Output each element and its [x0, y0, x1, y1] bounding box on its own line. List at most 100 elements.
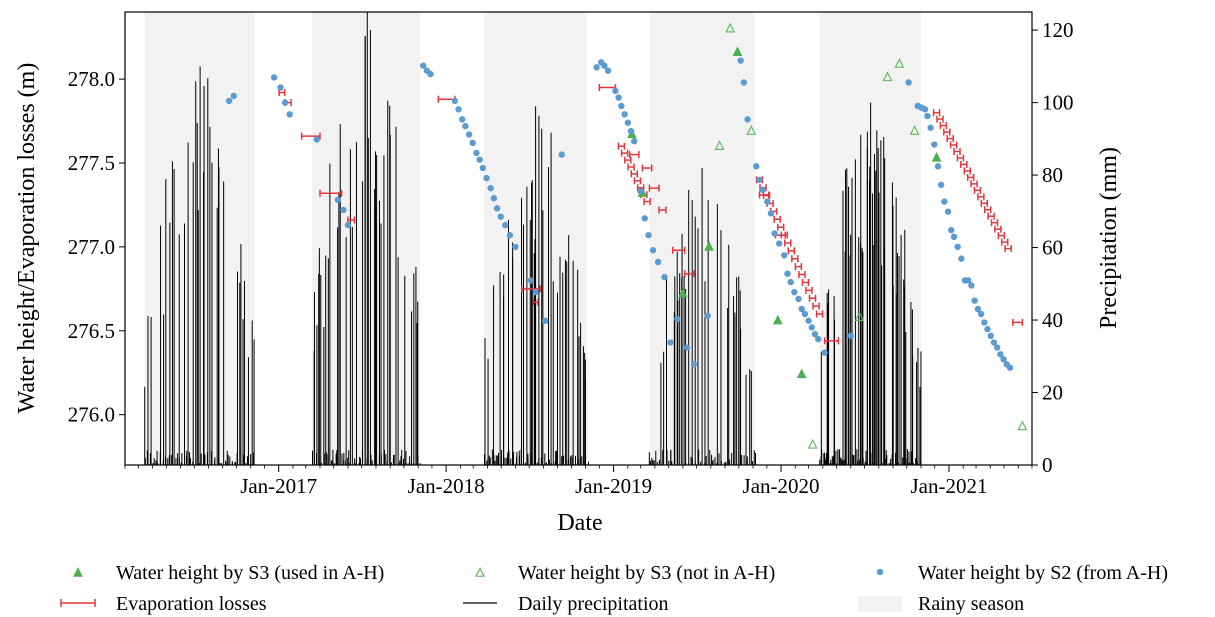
s2-point [427, 70, 434, 78]
s2-point [737, 57, 744, 64]
s2-point [791, 288, 798, 296]
s2-point [558, 151, 565, 158]
s2-point [527, 277, 535, 284]
s2-point [981, 319, 988, 326]
y-right-tick-label: 120 [1042, 18, 1074, 42]
s2-point [469, 139, 476, 147]
s3-used-point [796, 368, 807, 379]
s2-point [1000, 356, 1007, 363]
s2-point [764, 198, 771, 205]
s2-point [941, 198, 948, 205]
s2-point [624, 119, 632, 126]
legend-s3-not-used-marker [475, 566, 485, 577]
y-right-tick-label: 0 [1042, 453, 1053, 477]
s2-point [420, 62, 427, 69]
s2-water-height-points [225, 57, 1014, 371]
s2-point [281, 99, 289, 106]
s2-point [654, 258, 662, 266]
s2-point [927, 124, 934, 131]
s2-point [473, 149, 480, 157]
y-left-tick-label: 277.5 [68, 151, 115, 175]
s2-point [805, 317, 812, 324]
s2-point [924, 112, 931, 120]
legend-label: Water height by S3 (not in A-H) [518, 562, 775, 584]
s2-point [987, 332, 994, 340]
evaporation-loss-bars [278, 84, 1024, 345]
s2-point [487, 184, 494, 192]
s2-point [476, 156, 483, 163]
s2-point [479, 164, 487, 172]
s3-not-used-point [725, 22, 736, 33]
s2-point [744, 116, 751, 123]
s2-point [968, 282, 975, 289]
s2-point [455, 106, 462, 113]
s2-point [821, 349, 828, 356]
s2-point [313, 136, 320, 143]
rainy-season-bands [144, 12, 921, 465]
s2-point [815, 335, 822, 343]
s3-used-point [732, 46, 743, 56]
s2-point [618, 102, 625, 110]
legend-s3-used-marker [73, 567, 83, 577]
y-right-tick-label: 60 [1042, 236, 1063, 260]
s2-point [225, 97, 233, 105]
x-tick-label: Jan-2021 [910, 474, 987, 498]
chart-legend: Water height by S3 (used in A-H) Water he… [60, 562, 1168, 615]
s2-point [971, 297, 978, 304]
s2-point [462, 122, 469, 130]
y-right-tick-label: 20 [1042, 381, 1063, 405]
s2-point [615, 94, 622, 101]
x-tick-label: Jan-2019 [575, 474, 652, 498]
s3-used-point [678, 287, 688, 298]
s2-point [997, 351, 1004, 358]
s2-point [984, 325, 991, 333]
legend-rainy-swatch [858, 596, 902, 612]
y-right-tick-label: 100 [1042, 91, 1074, 115]
s2-point [631, 137, 638, 145]
s2-point [286, 111, 293, 118]
s2-point [990, 339, 998, 346]
s2-point [958, 255, 965, 262]
s2-point [465, 131, 473, 138]
s2-point [270, 74, 278, 81]
legend-label: Rainy season [918, 593, 1024, 615]
s3-used-point [704, 240, 714, 251]
y-right-tick-label: 40 [1042, 308, 1063, 332]
s2-point [542, 317, 549, 324]
s2-point [661, 273, 668, 281]
y-left-tick-label: 277.0 [68, 235, 115, 259]
y-left-axis-title: Water height/Evaporation losses (m) [14, 63, 40, 414]
y-left-tick-label: 276.0 [68, 403, 115, 427]
s2-point [593, 64, 600, 71]
legend-label: Evaporation losses [116, 593, 267, 615]
s2-point [340, 206, 347, 214]
s2-point [767, 210, 775, 217]
s3-not-used-point [909, 125, 920, 135]
s2-point [756, 176, 763, 183]
s2-point [502, 221, 509, 229]
s2-point [776, 240, 783, 247]
s2-point [497, 213, 504, 220]
s2-point [787, 278, 794, 286]
s2-point [277, 84, 284, 91]
s2-point [690, 361, 698, 368]
s2-point [784, 270, 791, 277]
s2-point [483, 174, 490, 182]
s2-point [977, 310, 985, 318]
legend-label: Daily precipitation [518, 593, 669, 615]
s2-point [937, 181, 945, 189]
s2-point [674, 315, 681, 323]
s2-point [944, 208, 952, 215]
s2-point [506, 231, 514, 239]
s3-not-used-point [882, 71, 893, 82]
s2-point [637, 188, 644, 195]
s2-point [532, 288, 539, 296]
s2-point [921, 106, 929, 113]
s2-point [230, 92, 237, 100]
s2-point [641, 215, 648, 222]
s3-not-used-point [807, 438, 818, 449]
s2-point [612, 87, 619, 95]
s3-not-used-point [1017, 420, 1028, 431]
s2-point [512, 243, 519, 251]
